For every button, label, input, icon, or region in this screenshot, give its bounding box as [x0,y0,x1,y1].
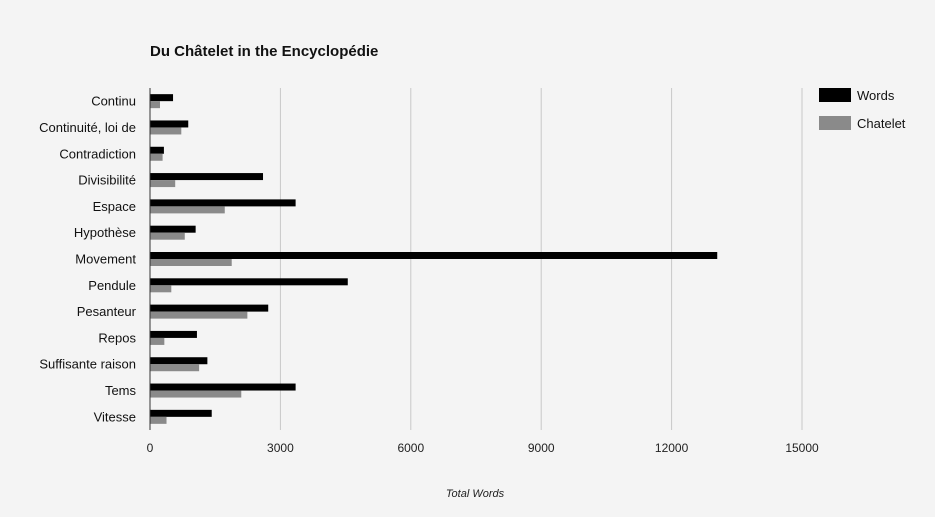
category-label: Continuité, loi de [39,120,136,135]
bar-words [150,278,348,286]
x-tick-label: 3000 [267,441,294,455]
category-label: Continu [91,94,136,109]
bar-words [150,409,212,417]
bar-chatelet [150,153,163,161]
bar-chatelet [150,285,172,293]
category-label: Contradiction [59,146,136,161]
bar-words [150,357,208,365]
x-tick-label: 9000 [528,441,555,455]
category-label: Divisibilité [78,173,136,188]
category-label: Hypothèse [74,225,136,240]
bars [150,94,718,424]
legend-swatch [819,116,851,130]
x-tick-label: 6000 [397,441,424,455]
bar-chatelet [150,206,225,214]
bar-chatelet [150,259,232,266]
category-label: Repos [98,330,136,345]
x-tick-label: 12000 [655,441,689,455]
category-label: Movement [75,252,136,267]
x-tick-labels: 0 3000 6000 9000 12000 15000 [147,441,819,455]
bar-words [150,225,196,233]
bar-chatelet [150,127,182,135]
category-labels: Continu Continuité, loi de Contradiction Di… [39,94,137,425]
bar-chatelet [150,311,248,319]
bar-chatelet [150,337,165,345]
category-label: Suffisante raison [39,357,136,372]
category-label: Tems [105,383,137,398]
x-tick-label: 15000 [785,441,819,455]
bar-chatelet [150,180,176,188]
bar-words [150,383,296,391]
legend-label: Words [857,88,895,103]
bar-words [150,304,269,312]
legend-swatch [819,88,851,102]
bar-words [150,173,264,181]
legend-label: Chatelet [857,116,906,131]
category-label: Pendule [88,278,136,293]
legend: Words Chatelet [819,88,906,131]
category-label: Espace [93,199,136,214]
bar-chatelet [150,390,242,398]
bar-chatelet [150,101,160,109]
x-axis-label: Total Words [446,488,505,500]
bar-words [150,146,164,154]
x-tick-label: 0 [147,441,154,455]
bar-words [150,120,189,128]
bar-chatelet [150,416,167,424]
bar-words [150,330,197,338]
category-label: Pesanteur [77,304,137,319]
bar-chatelet [150,232,185,240]
bar-words [150,199,296,207]
bar-chatelet [150,364,200,372]
category-label: Vitesse [94,409,136,424]
chart-title: Du Châtelet in the Encyclopédie [150,43,378,60]
bar-words [150,94,174,102]
bar-words [150,252,718,259]
